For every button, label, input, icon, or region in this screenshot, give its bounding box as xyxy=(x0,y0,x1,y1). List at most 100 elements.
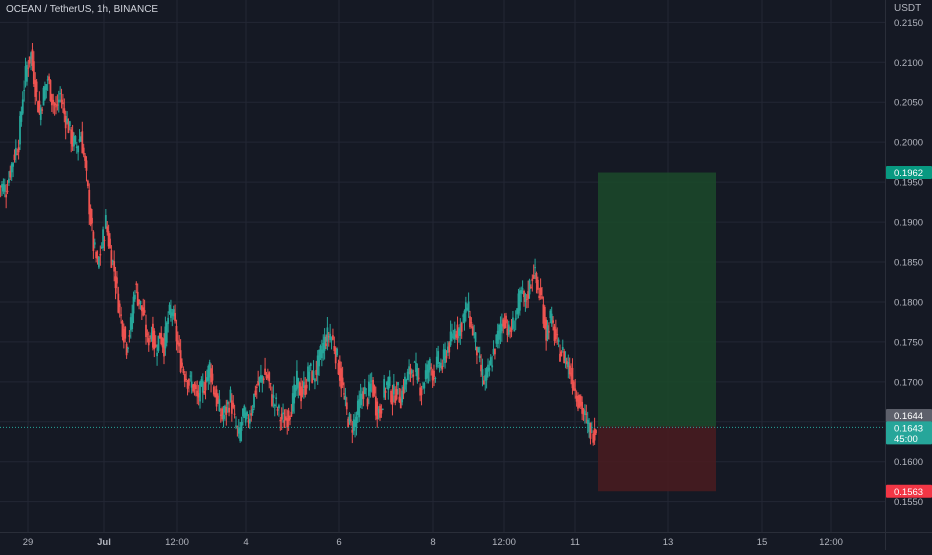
candle-body xyxy=(106,226,109,233)
candle-body xyxy=(129,317,132,331)
candle-body xyxy=(563,351,566,364)
candle-body xyxy=(85,160,88,171)
candle-body xyxy=(68,121,71,127)
candle-body xyxy=(182,369,185,373)
candle-body xyxy=(153,330,156,350)
candle-body xyxy=(315,369,318,375)
candle-body xyxy=(49,80,52,102)
candle-body xyxy=(464,302,467,313)
candle-body xyxy=(214,392,217,398)
candle-body xyxy=(26,65,28,82)
price-axis[interactable]: 0.2150 0.2100 0.2050 0.2000 0.1950 0.1900 0.18… xyxy=(885,0,932,550)
candle-body xyxy=(13,154,16,161)
candle-body xyxy=(136,291,139,306)
candle-body xyxy=(579,395,582,406)
candle-body xyxy=(491,365,494,368)
candle-body xyxy=(0,186,2,188)
target-price-label: 0.1962 xyxy=(894,168,923,179)
candle-body xyxy=(471,326,474,336)
entry-price-label: 0.1644 xyxy=(894,411,923,422)
candle-body xyxy=(431,370,434,381)
candle-body xyxy=(341,377,344,386)
candle-body xyxy=(561,347,564,350)
candle-body xyxy=(124,326,127,339)
candle-body xyxy=(549,310,552,319)
candle-body xyxy=(424,370,427,380)
candle-body xyxy=(264,368,266,375)
candle-body xyxy=(275,397,278,399)
candle-body xyxy=(548,331,550,333)
candle-body xyxy=(128,335,131,337)
candle-body xyxy=(109,238,111,249)
candle-body xyxy=(250,413,253,416)
candle-body xyxy=(152,323,154,348)
candle-body xyxy=(419,387,422,396)
x-tick-label: 8 xyxy=(430,537,435,548)
candle-body xyxy=(21,99,24,114)
candle-body xyxy=(35,81,38,93)
candle-body xyxy=(373,385,376,394)
candle-body xyxy=(273,404,276,406)
candle-body xyxy=(161,338,164,348)
y-tick-label: 0.1700 xyxy=(894,377,923,388)
candle-body xyxy=(516,308,518,315)
candle-body xyxy=(116,277,118,284)
candle-body xyxy=(442,349,445,361)
candle-body xyxy=(230,400,233,414)
candle-body xyxy=(556,334,559,336)
candle-body xyxy=(278,405,280,409)
candle-body xyxy=(539,287,542,296)
candle-body xyxy=(167,317,170,324)
candle-body xyxy=(387,377,390,390)
candle-body xyxy=(528,279,531,295)
candle-body xyxy=(175,325,178,342)
candle-body xyxy=(208,362,211,378)
candle-body xyxy=(325,343,327,347)
candle-body xyxy=(582,409,585,415)
chart-title: OCEAN / TetherUS, 1h, BINANCE xyxy=(6,4,159,15)
candle-body xyxy=(276,409,279,411)
candle-body xyxy=(423,382,426,389)
candle-body xyxy=(261,376,264,383)
candle-body xyxy=(474,332,477,343)
countdown-label: 45:00 xyxy=(894,434,918,445)
candle-body xyxy=(408,366,410,375)
candle-body xyxy=(553,326,556,341)
time-axis[interactable]: 29 Jul 12:00 4 6 8 12:00 11 13 15 12:00 xyxy=(0,532,932,549)
candle-body xyxy=(327,336,330,338)
candle-body xyxy=(60,99,63,103)
candle-body xyxy=(98,256,100,268)
candle-body xyxy=(531,278,534,282)
candle-body xyxy=(131,313,134,330)
candle-body xyxy=(57,99,60,103)
candle-body xyxy=(550,313,553,324)
candle-body xyxy=(589,423,592,439)
candle-body xyxy=(286,418,289,428)
candle-body xyxy=(3,184,6,192)
candle-body xyxy=(45,84,48,91)
long-position-tool[interactable] xyxy=(598,172,716,492)
candle-body xyxy=(413,361,416,363)
candle-body xyxy=(226,401,229,405)
candle-body xyxy=(520,289,523,294)
candle-body xyxy=(444,349,446,364)
candle-body xyxy=(316,355,319,375)
candle-body xyxy=(102,229,104,249)
candle-body xyxy=(81,131,84,154)
candle-body xyxy=(99,253,102,256)
candle-body xyxy=(104,215,107,229)
candle-body xyxy=(222,414,225,419)
candle-body xyxy=(467,301,470,312)
target-price-label-bg xyxy=(886,166,932,180)
candle-body xyxy=(593,428,596,441)
candle-body xyxy=(514,318,517,321)
candle-body xyxy=(34,80,37,97)
candle-body xyxy=(235,425,237,427)
candle-body xyxy=(410,370,413,374)
candle-body xyxy=(146,333,149,335)
candle-body xyxy=(8,178,10,183)
y-tick-label: 0.2050 xyxy=(894,98,923,109)
candle-body xyxy=(219,414,222,416)
